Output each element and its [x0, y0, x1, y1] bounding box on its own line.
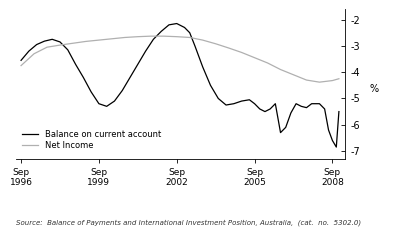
- Balance on current account: [174, 22, 179, 25]
- Line: Balance on current account: Balance on current account: [21, 24, 339, 147]
- Net Income: [213, 42, 218, 45]
- Balance on current account: [104, 105, 109, 108]
- Balance on current account: [216, 97, 221, 100]
- Net Income: [317, 81, 322, 84]
- Net Income: [330, 79, 335, 82]
- Y-axis label: %: %: [369, 84, 378, 94]
- Balance on current account: [231, 102, 236, 105]
- Net Income: [110, 37, 114, 40]
- Net Income: [83, 40, 88, 43]
- Net Income: [226, 47, 231, 49]
- Balance on current account: [273, 102, 278, 105]
- Net Income: [44, 46, 49, 49]
- Net Income: [96, 39, 101, 42]
- Balance on current account: [187, 31, 192, 34]
- Balance on current account: [334, 146, 339, 148]
- Balance on current account: [289, 111, 293, 114]
- Balance on current account: [19, 59, 23, 62]
- Net Income: [337, 77, 341, 80]
- Balance on current account: [143, 50, 148, 52]
- Net Income: [32, 52, 37, 55]
- Net Income: [58, 44, 62, 47]
- Balance on current account: [89, 91, 94, 93]
- Balance on current account: [58, 41, 62, 43]
- Balance on current account: [257, 108, 262, 110]
- Balance on current account: [337, 110, 341, 113]
- Balance on current account: [66, 48, 70, 51]
- Balance on current account: [128, 76, 133, 79]
- Balance on current account: [73, 63, 78, 66]
- Net Income: [278, 68, 283, 71]
- Balance on current account: [193, 44, 197, 47]
- Text: Source:  Balance of Payments and International Investment Position, Australia,  : Source: Balance of Payments and Internat…: [16, 219, 361, 226]
- Net Income: [252, 56, 257, 59]
- Net Income: [174, 35, 179, 38]
- Balance on current account: [326, 129, 331, 131]
- Net Income: [200, 39, 205, 42]
- Net Income: [71, 42, 75, 45]
- Net Income: [265, 62, 270, 64]
- Net Income: [19, 64, 23, 67]
- Balance on current account: [304, 106, 309, 109]
- Balance on current account: [262, 110, 267, 113]
- Balance on current account: [224, 104, 228, 106]
- Net Income: [304, 79, 309, 81]
- Net Income: [187, 36, 192, 39]
- Balance on current account: [330, 139, 335, 142]
- Net Income: [122, 36, 127, 39]
- Balance on current account: [268, 108, 272, 110]
- Balance on current account: [278, 131, 283, 134]
- Balance on current account: [27, 50, 31, 52]
- Balance on current account: [135, 63, 140, 66]
- Balance on current account: [239, 100, 244, 102]
- Balance on current account: [299, 105, 304, 108]
- Balance on current account: [182, 26, 187, 29]
- Balance on current account: [247, 98, 252, 101]
- Balance on current account: [294, 102, 299, 105]
- Balance on current account: [322, 108, 327, 110]
- Balance on current account: [167, 23, 172, 26]
- Balance on current account: [208, 84, 213, 87]
- Balance on current account: [96, 102, 101, 105]
- Balance on current account: [50, 38, 54, 41]
- Balance on current account: [42, 40, 47, 42]
- Balance on current account: [317, 102, 322, 105]
- Balance on current account: [81, 76, 86, 79]
- Balance on current account: [34, 43, 39, 46]
- Balance on current account: [200, 66, 205, 68]
- Balance on current account: [151, 38, 156, 41]
- Balance on current account: [120, 89, 125, 92]
- Balance on current account: [283, 126, 288, 129]
- Balance on current account: [112, 100, 117, 102]
- Legend: Balance on current account, Net Income: Balance on current account, Net Income: [20, 128, 163, 152]
- Balance on current account: [309, 102, 314, 105]
- Net Income: [239, 51, 244, 54]
- Line: Net Income: Net Income: [21, 36, 339, 82]
- Net Income: [162, 35, 166, 37]
- Balance on current account: [159, 30, 164, 33]
- Net Income: [148, 35, 153, 37]
- Net Income: [135, 35, 140, 38]
- Net Income: [291, 73, 296, 76]
- Balance on current account: [252, 102, 257, 105]
